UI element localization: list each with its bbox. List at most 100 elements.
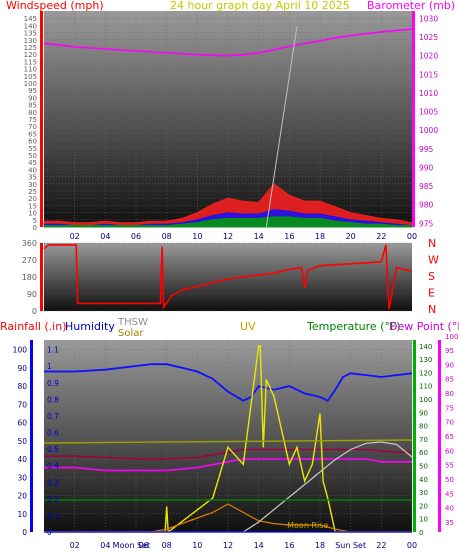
compass-label: E: [428, 287, 435, 300]
time-tick-label: 16: [284, 232, 294, 241]
wind-tick-label: 10: [28, 210, 37, 218]
wind-tick-label: 60: [28, 138, 37, 146]
time-tick-label: 04: [100, 232, 110, 241]
barometer-tick-label: 1025: [419, 33, 438, 42]
dewpoint-axis-bar: [438, 340, 441, 532]
chart-title: 24 hour graph day April 10 2025: [170, 0, 350, 12]
direction-axis-bar: [40, 243, 43, 311]
rain-tick-label: 0.4: [47, 462, 59, 471]
humidity-tick-label: 0: [22, 528, 27, 537]
wind-tick-label: 120: [24, 51, 37, 59]
dewpoint-tick-label: 60: [445, 447, 454, 455]
wind-average-area: [43, 216, 413, 228]
wind-tick-label: 130: [24, 37, 37, 45]
time-tick-label: 18: [315, 232, 325, 241]
wind-tick-label: 40: [28, 166, 37, 174]
humidity-label: Humidity: [65, 320, 115, 333]
uv-line: [44, 345, 412, 534]
temperature-tick-label: 110: [419, 383, 432, 391]
barometer-line: [43, 28, 413, 57]
wind-tick-label: 85: [28, 102, 37, 110]
top-left-axis-label: Windspeed (mph): [6, 0, 104, 12]
direction-tick-label: 360: [22, 239, 37, 248]
dewpoint-tick-label: 100: [445, 333, 458, 341]
wind-tick-label: 70: [28, 123, 37, 131]
rain-tick-label: 1.1: [47, 346, 59, 355]
temperature-tick-label: 100: [419, 396, 432, 404]
dewpoint-tick-label: 95: [445, 347, 454, 355]
wind-axis-bar: [40, 11, 43, 227]
humidity-tick-label: 10: [17, 510, 27, 519]
bottom-time-tick-label: 08: [162, 541, 172, 550]
thsw-line: [44, 441, 413, 533]
time-tick-label: 14: [254, 232, 264, 241]
bottom-time-tick-label: 04: [100, 541, 110, 550]
temperature-label: Temperature (°F): [306, 320, 401, 333]
rain-tick-label: 0.3: [47, 478, 59, 487]
dewpoint-tick-label: 50: [445, 476, 454, 484]
bottom-time-tick-label: 22: [376, 541, 386, 550]
wind-tick-label: 35: [28, 174, 37, 182]
wind-tick-label: 90: [28, 94, 37, 102]
time-tick-label: 12: [223, 232, 233, 241]
barometer-tick-label: 975: [419, 219, 434, 228]
temperature-tick-label: 130: [419, 356, 432, 364]
bottom-time-tick-label: 14: [254, 541, 264, 550]
humidity-tick-label: 60: [17, 419, 27, 428]
rainfall-label: Rainfall (.in): [0, 320, 67, 333]
wind-tick-label: 125: [24, 44, 37, 52]
humidity-tick-label: 80: [17, 382, 27, 391]
wind-tick-label: 15: [28, 202, 37, 210]
rain-tick-label: 0.7: [47, 412, 59, 421]
barometer-tick-label: 990: [419, 163, 434, 172]
temperature-tick-label: 120: [419, 369, 432, 377]
humidity-tick-label: 50: [17, 437, 27, 446]
time-tick-label: 02: [70, 232, 80, 241]
wind-tick-label: 5: [33, 217, 37, 225]
barometer-tick-label: 985: [419, 182, 434, 191]
olive-reference-line: [43, 439, 413, 444]
bottom-time-tick-label: 16: [284, 541, 294, 550]
humidity-tick-label: 30: [17, 473, 27, 482]
barometer-tick-label: 1030: [419, 14, 438, 23]
time-tick-label: 06: [131, 232, 141, 241]
humidity-tick-label: 100: [13, 346, 28, 355]
wind-tick-label: 0: [33, 224, 37, 232]
wind-tick-label: 115: [24, 58, 37, 66]
rain-tick-label: 1: [47, 362, 52, 371]
wind-tick-label: 140: [24, 22, 37, 30]
humidity-tick-label: 70: [17, 400, 27, 409]
barometer-tick-label: 1010: [419, 89, 438, 98]
barometer-tick-label: 1020: [419, 52, 438, 61]
bottom-time-tick-label: 10: [192, 541, 202, 550]
wind-tick-label: 105: [24, 73, 37, 81]
bottom-time-tick-label: 00: [407, 541, 417, 550]
temperature-tick-label: 50: [419, 462, 428, 470]
temperature-tick-label: 20: [419, 502, 428, 510]
temperature-line: [44, 448, 412, 460]
compass-label: N: [428, 303, 436, 316]
rain-tick-label: 0.8: [47, 395, 59, 404]
wind-tick-label: 20: [28, 195, 37, 203]
top-right-axis-label: Barometer (mb): [367, 0, 455, 12]
temperature-axis-bar: [413, 340, 416, 532]
bottom-time-tick-label: Moon Set: [113, 541, 150, 550]
wind-tick-label: 135: [24, 30, 37, 38]
dewpoint-tick-label: 35: [445, 519, 454, 527]
wind-tick-label: 50: [28, 152, 37, 160]
bottom-time-tick-label: 02: [70, 541, 80, 550]
temperature-tick-label: 10: [419, 516, 428, 524]
rain-tick-label: 0.5: [47, 445, 59, 454]
barometer-tick-label: 980: [419, 201, 434, 210]
compass-label: W: [428, 254, 439, 267]
time-tick-label: 22: [376, 232, 386, 241]
wind-tick-label: 95: [28, 87, 37, 95]
uv-label: UV: [240, 320, 256, 333]
temperature-tick-label: 30: [419, 489, 428, 497]
dewpoint-tick-label: 80: [445, 390, 454, 398]
bottom-time-tick-label: 18: [315, 541, 325, 550]
direction-tick-label: 0: [32, 307, 37, 316]
wind-tick-label: 55: [28, 145, 37, 153]
